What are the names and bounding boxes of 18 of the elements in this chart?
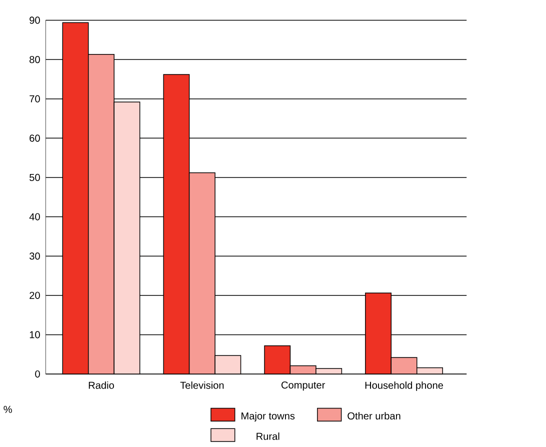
legend-label: Rural (256, 432, 280, 440)
y-axis-title: % (4, 406, 12, 414)
x-tick-label: Computer (282, 382, 326, 391)
x-tick-label: Household phone (365, 382, 444, 392)
x-tick-label: Television (180, 382, 224, 390)
y-tick-label: 70 (30, 95, 40, 103)
y-tick-label: 0 (35, 370, 40, 378)
legend-label: Other urban (348, 412, 400, 420)
y-tick-label: 30 (30, 252, 40, 260)
x-tick-label: Radio (88, 382, 114, 390)
y-tick-label: 20 (30, 292, 40, 300)
y-tick-label: 90 (30, 16, 40, 24)
y-tick-label: 50 (30, 174, 40, 182)
y-tick-label: 60 (30, 134, 40, 142)
y-tick-label: 10 (30, 331, 40, 338)
y-tick-label: 40 (29, 213, 40, 221)
y-tick-label: 80 (30, 56, 40, 64)
legend-label: Major towns (242, 412, 295, 422)
